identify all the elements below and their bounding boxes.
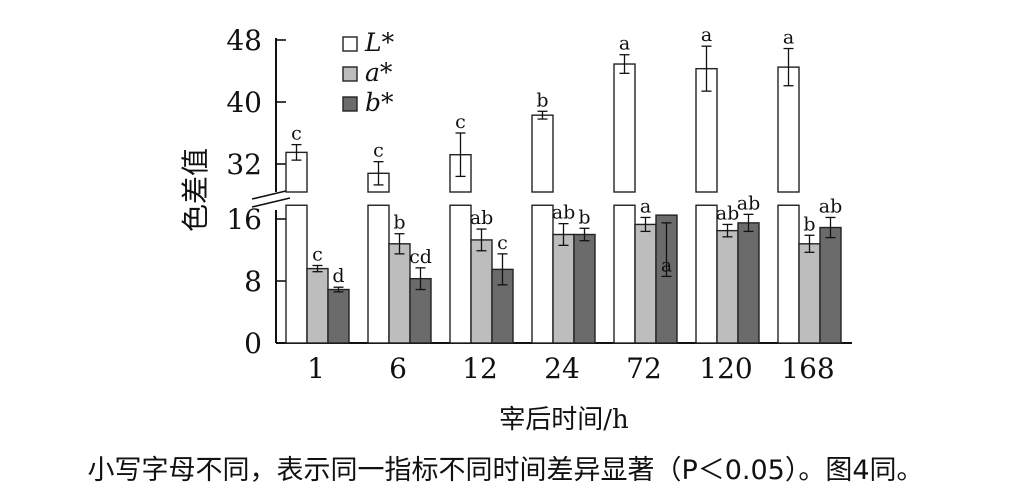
significance-label: a xyxy=(783,27,794,49)
significance-label: a xyxy=(661,254,672,276)
significance-label: b xyxy=(536,89,548,111)
significance-label: d xyxy=(332,265,344,287)
x-tick-label: 1 xyxy=(307,352,325,385)
figure-caption: 小写字母不同，表示同一指标不同时间差异显著（P＜0.05）。图4同。 xyxy=(87,455,924,486)
axis-break-mark xyxy=(251,197,291,208)
legend-label: a* xyxy=(365,58,393,87)
x-tick-label: 120 xyxy=(699,352,752,385)
significance-label: ab xyxy=(552,202,576,224)
bar xyxy=(737,222,760,344)
significance-label: a xyxy=(640,195,651,217)
x-axis-label: 宰后时间/h xyxy=(499,405,629,435)
bar xyxy=(306,267,329,344)
bar xyxy=(695,204,718,344)
significance-label: a xyxy=(619,33,630,55)
significance-label: cd xyxy=(409,246,432,268)
bar xyxy=(552,233,575,344)
bar-upper xyxy=(531,114,554,193)
y-tick-label: 48 xyxy=(226,24,262,57)
significance-label: ab xyxy=(819,195,843,217)
legend-swatch xyxy=(342,66,358,82)
bar xyxy=(388,243,411,344)
significance-label: ab xyxy=(470,207,494,229)
significance-label: b xyxy=(393,212,405,234)
bar xyxy=(613,204,636,344)
significance-label: ab xyxy=(737,192,761,214)
bar xyxy=(449,204,472,344)
bar xyxy=(819,226,842,344)
axis-break-mark xyxy=(251,189,291,200)
x-tick-label: 12 xyxy=(462,352,498,385)
significance-label: c xyxy=(373,140,384,162)
significance-label: c xyxy=(291,123,302,145)
bar xyxy=(798,243,821,344)
significance-label: b xyxy=(803,213,815,235)
bar xyxy=(470,239,493,344)
x-tick-label: 6 xyxy=(389,352,407,385)
legend-swatch xyxy=(342,36,358,52)
bar xyxy=(327,288,350,344)
significance-label: c xyxy=(497,232,508,254)
bar xyxy=(531,204,554,344)
bar xyxy=(655,214,678,344)
significance-label: ab xyxy=(716,202,740,224)
y-axis-label: 色差值 xyxy=(179,148,212,232)
y-tick-label: 16 xyxy=(226,203,262,236)
bar xyxy=(716,229,739,344)
significance-label: c xyxy=(312,244,323,266)
bar-upper xyxy=(613,63,636,193)
bar xyxy=(777,204,800,344)
y-tick-label: 8 xyxy=(244,265,262,298)
significance-label: a xyxy=(701,24,712,46)
legend-swatch xyxy=(342,96,358,112)
bar xyxy=(367,204,390,344)
y-tick-label: 40 xyxy=(226,86,262,119)
significance-label: b xyxy=(578,206,590,228)
bar xyxy=(573,233,596,344)
y-tick-label: 32 xyxy=(226,148,262,181)
y-tick-label: 0 xyxy=(244,327,262,360)
legend-label: b* xyxy=(365,88,394,117)
bar xyxy=(285,204,308,344)
bar xyxy=(634,223,657,344)
significance-label: c xyxy=(455,111,466,133)
x-tick-label: 72 xyxy=(626,352,662,385)
x-tick-label: 168 xyxy=(781,352,834,385)
x-tick-label: 24 xyxy=(544,352,580,385)
legend-label: L* xyxy=(364,28,395,57)
